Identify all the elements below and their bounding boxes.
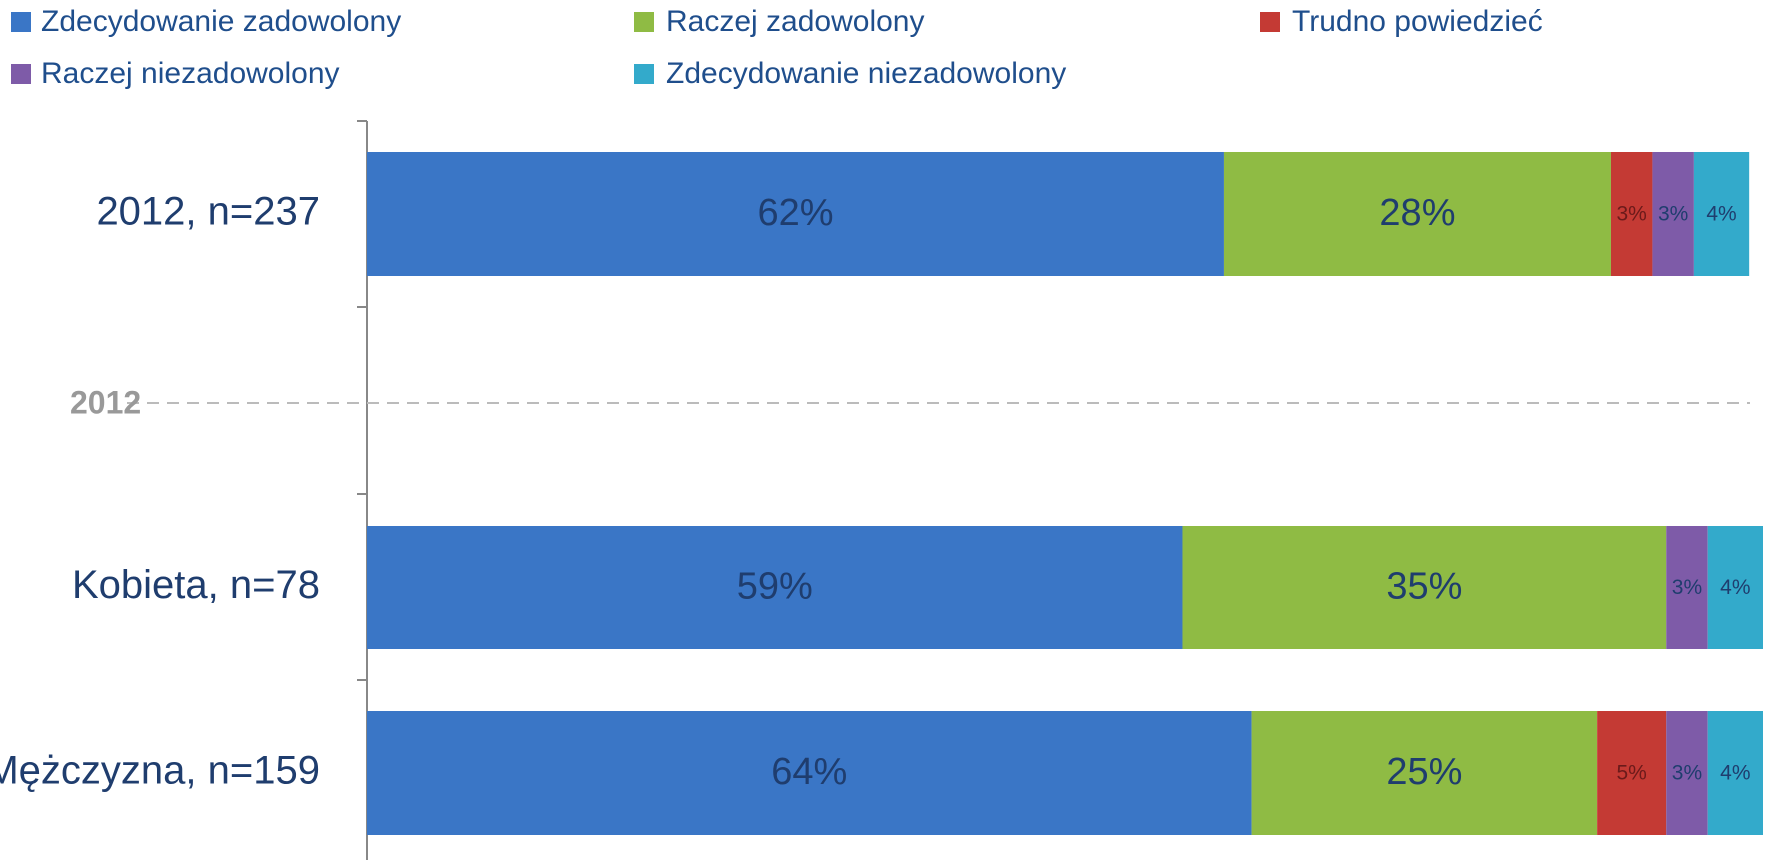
bar-segment	[367, 526, 1183, 649]
legend-label: Raczej zadowolony	[666, 5, 924, 38]
bar-segment	[1223, 152, 1611, 276]
data-label: 5%	[1617, 762, 1647, 785]
y-tick-label: Kobieta, n=78	[72, 563, 320, 607]
data-label: 25%	[1386, 751, 1462, 793]
legend-label: Trudno powiedzieć	[1292, 5, 1543, 38]
data-label: 3%	[1672, 576, 1702, 599]
data-label: 35%	[1386, 566, 1462, 608]
bar-segment	[367, 711, 1252, 835]
legend-label: Zdecydowanie niezadowolony	[666, 57, 1066, 90]
legend-swatch	[1260, 12, 1280, 32]
data-label: 28%	[1379, 192, 1455, 234]
bar-segment	[1666, 711, 1708, 835]
legend-swatch	[11, 64, 31, 84]
bar-segment	[1597, 711, 1667, 835]
legend-swatch	[634, 64, 654, 84]
data-label: 3%	[1617, 203, 1647, 226]
legend-label: Zdecydowanie zadowolony	[41, 5, 401, 38]
bar-segment	[1610, 152, 1653, 276]
y-tick-label: Mężczyzna, n=159	[0, 749, 320, 793]
bar-segment	[1251, 711, 1598, 835]
y-tick-label: 2012, n=237	[96, 190, 320, 234]
group-label: 2012	[70, 384, 141, 420]
bar-segment	[1666, 526, 1708, 649]
bar-segment	[1693, 152, 1750, 276]
bar-segment	[1182, 526, 1667, 649]
data-label: 59%	[737, 566, 813, 608]
bar-segment	[1707, 526, 1763, 649]
bar-segment	[1652, 152, 1694, 276]
data-label: 4%	[1720, 762, 1750, 785]
data-label: 4%	[1706, 203, 1736, 226]
bar-segment	[1707, 711, 1763, 835]
data-label: 3%	[1672, 762, 1702, 785]
data-label: 64%	[771, 751, 847, 793]
data-label: 62%	[757, 192, 833, 234]
bar-segment	[367, 152, 1224, 276]
legend-label: Raczej niezadowolony	[41, 57, 340, 90]
data-label: 4%	[1720, 576, 1750, 599]
data-label: 3%	[1658, 203, 1688, 226]
legend-swatch	[11, 12, 31, 32]
legend-swatch	[634, 12, 654, 32]
